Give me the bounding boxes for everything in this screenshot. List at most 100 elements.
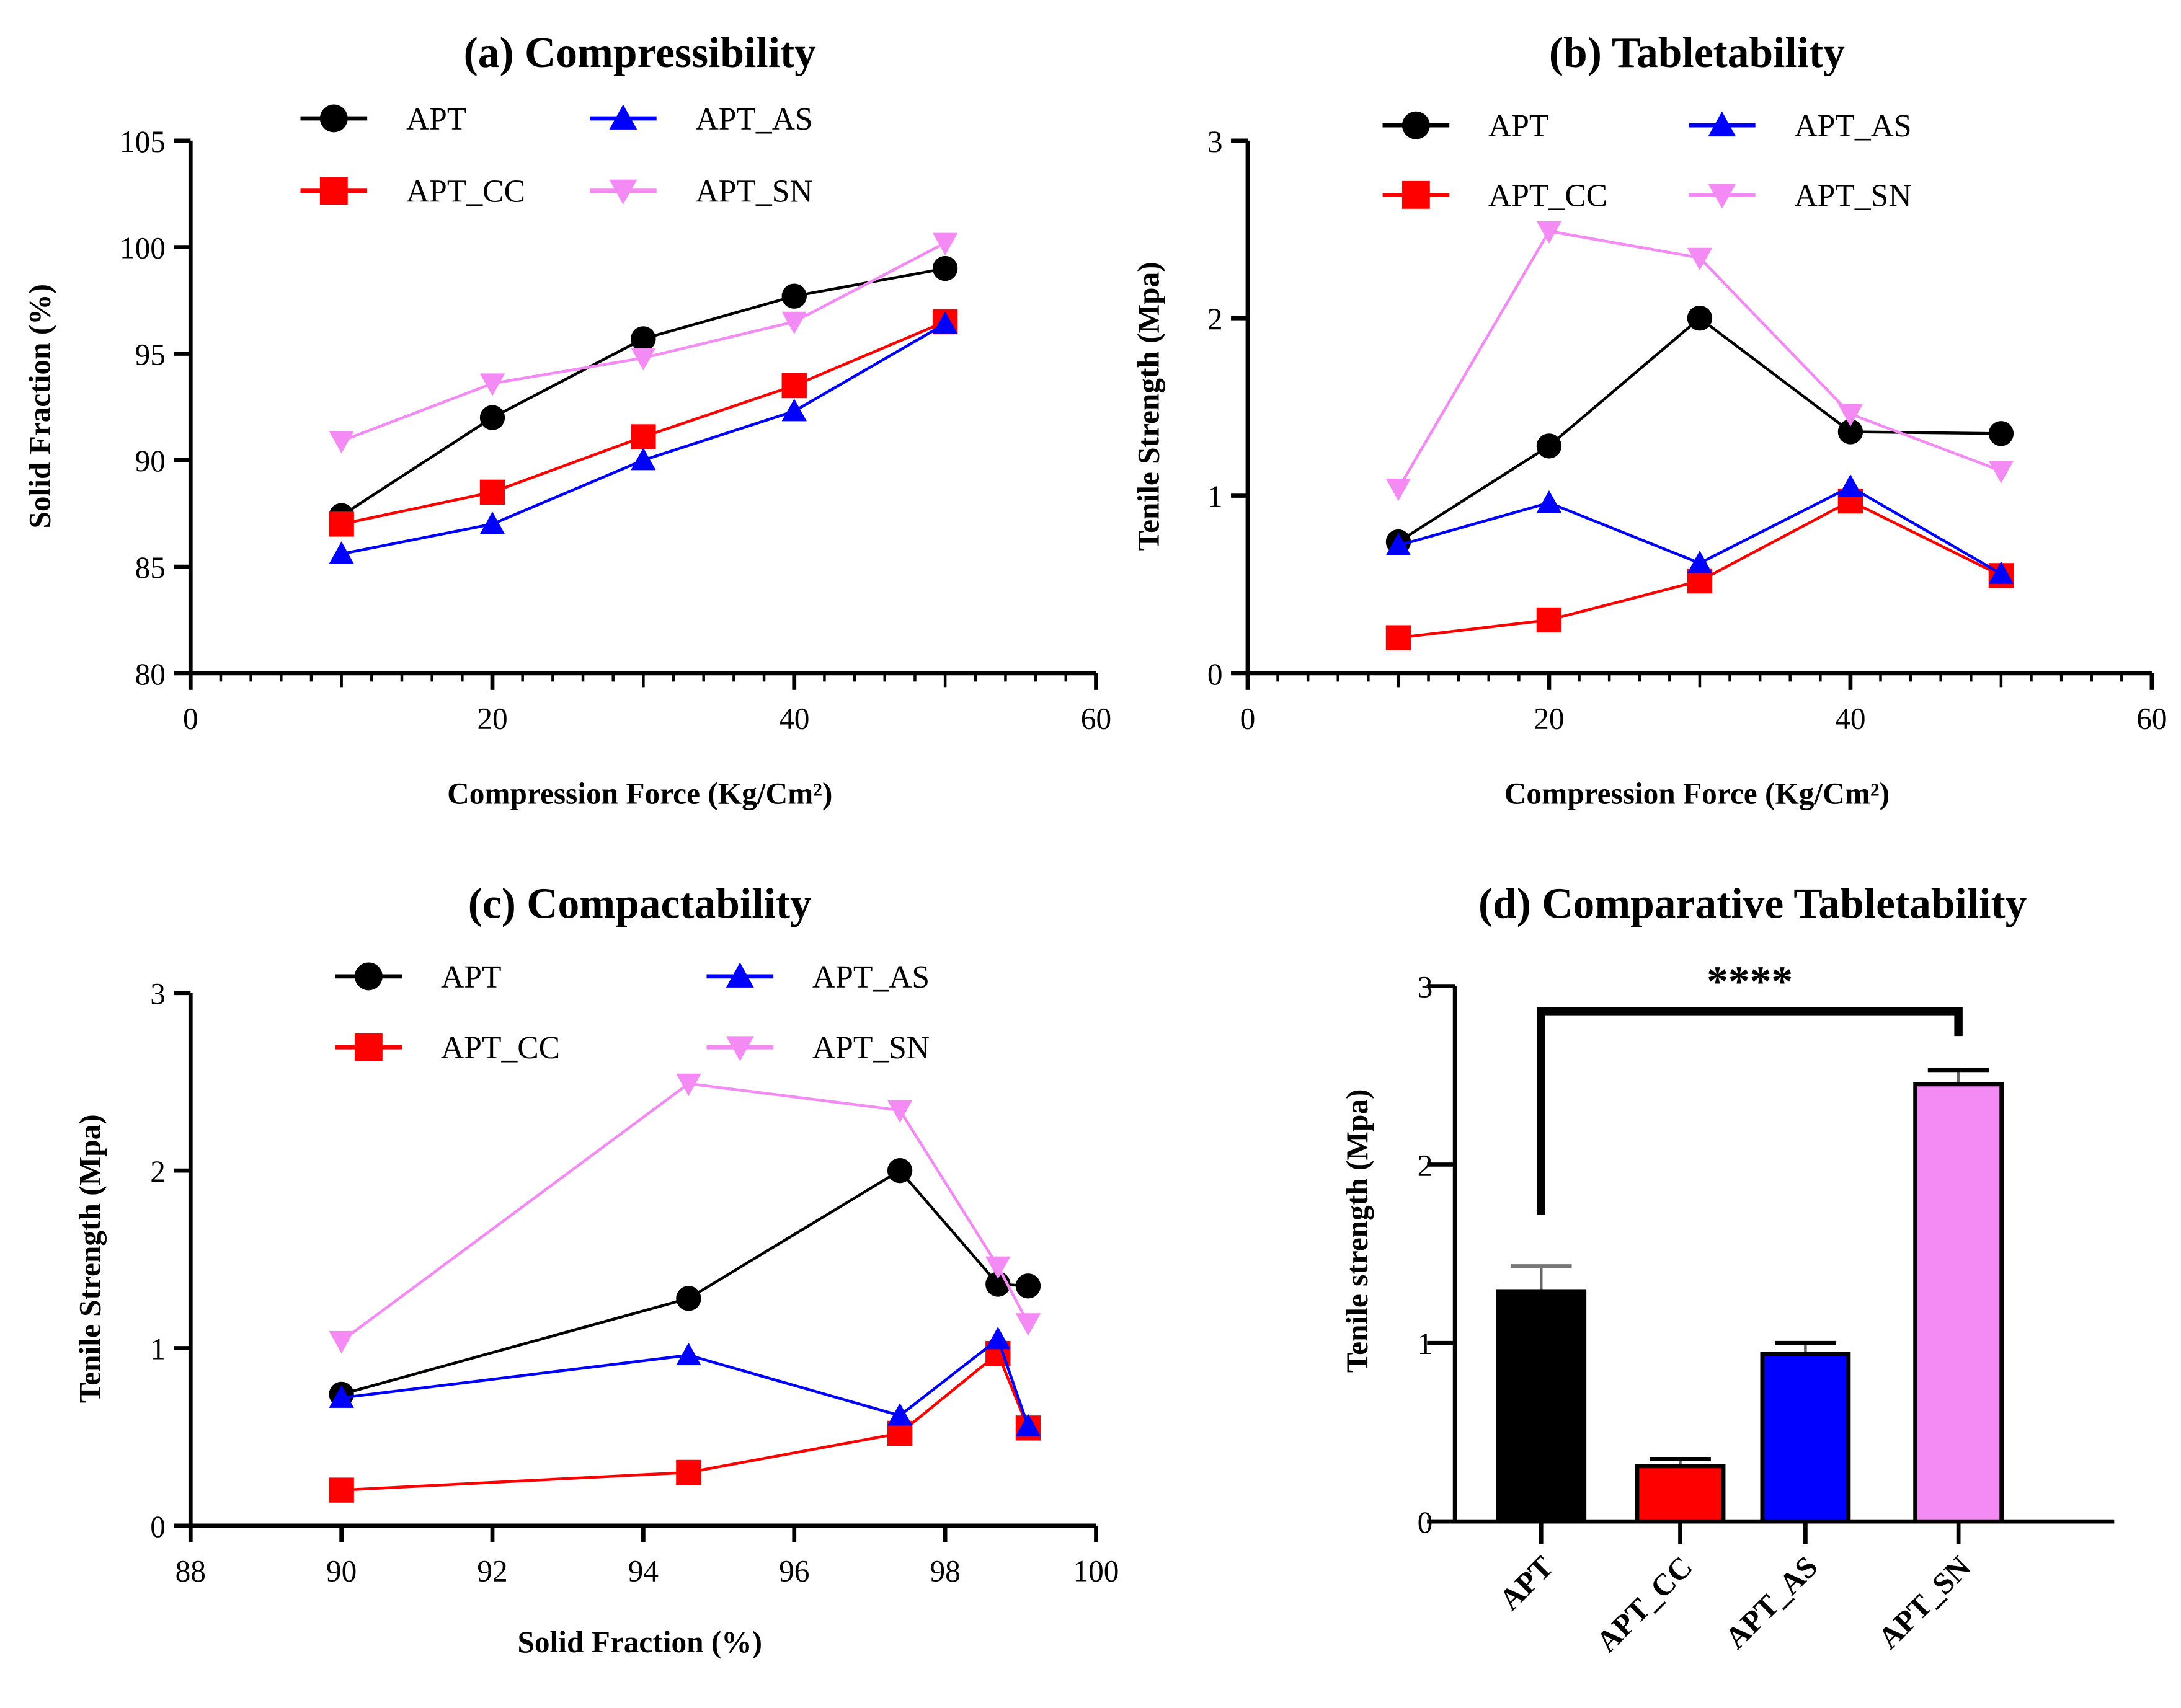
- bar-apt: [1496, 1289, 1587, 1524]
- legend-label: APT_SN: [695, 174, 812, 210]
- panel-tabletability: (b) Tabletability 0 20 40 60 0 1 2 3 Compression …: [1131, 29, 2167, 811]
- y-tick-label: 100: [120, 231, 166, 265]
- legend-label: APT_CC: [406, 174, 525, 210]
- data-point: [932, 232, 958, 255]
- data-point: [887, 1100, 913, 1123]
- y-tick-label: 2: [1207, 302, 1223, 336]
- x-tick-label: 0: [183, 702, 198, 736]
- y-axis-label: Solid Fraction (%): [23, 284, 57, 529]
- y-axis-label: Tenile Strength (Mpa): [1131, 262, 1165, 551]
- y-tick-label: 3: [1418, 970, 1433, 1004]
- legend-marker: [319, 104, 348, 133]
- data-point: [631, 348, 656, 371]
- data-point: [1385, 625, 1411, 650]
- data-point: [329, 541, 354, 564]
- y-axis-label: Tenile Strength (Mpa): [73, 1114, 107, 1403]
- series-apt-as: [1385, 474, 2014, 584]
- panel-compactability: (c) Compactability 88 90 92 94 96 98 100 0 1 2 3 Sol…: [73, 880, 1119, 1659]
- x-tick-label: 100: [1073, 1554, 1119, 1588]
- x-tick-label: 94: [628, 1554, 659, 1588]
- legend-marker: [609, 104, 637, 130]
- x-tick-label: 40: [779, 702, 809, 736]
- panel-compressibility: (a) Compressibility 0 20 40 60 80 85 90 95 100 105…: [23, 29, 1111, 811]
- legend-marker: [609, 179, 637, 205]
- data-point: [985, 1256, 1011, 1279]
- chart-title: (c) Compactability: [468, 880, 812, 928]
- data-point: [1536, 433, 1562, 459]
- data-point: [781, 283, 807, 309]
- data-point: [329, 1477, 354, 1503]
- series-apt: [329, 255, 958, 528]
- x-tick-label: APT: [1493, 1549, 1560, 1617]
- legend-label: APT_AS: [1794, 108, 1911, 144]
- x-tick-label: 90: [326, 1554, 357, 1588]
- x-tick-label: 40: [1835, 702, 1865, 736]
- legend-label: APT: [406, 102, 466, 137]
- x-axis-label: Solid Fraction (%): [517, 1625, 762, 1659]
- y-tick-label: 85: [135, 551, 166, 585]
- bar-apt-cc: [1635, 1464, 1726, 1524]
- x-tick-label: APT_AS: [1718, 1549, 1824, 1655]
- series-apt-as: [329, 311, 958, 564]
- data-point: [631, 424, 656, 449]
- series-line: [340, 267, 946, 517]
- data-point: [1837, 404, 1863, 427]
- y-tick-label: 2: [1418, 1148, 1433, 1182]
- y-tick-label: 105: [120, 125, 166, 159]
- data-point: [932, 255, 958, 281]
- legend-item: APT_CC: [1382, 178, 1607, 213]
- x-tick-label: 60: [2136, 702, 2167, 736]
- y-tick-label: 3: [1207, 125, 1223, 159]
- y-tick-label: 0: [1418, 1505, 1433, 1539]
- y-tick-label: 2: [150, 1154, 166, 1188]
- series-apt-sn: [1385, 221, 2014, 502]
- x-tick-label: 92: [477, 1554, 507, 1588]
- legend-marker: [1708, 111, 1736, 137]
- legend-marker: [726, 1036, 754, 1061]
- data-point: [1536, 607, 1562, 633]
- legend-item: APT_AS: [706, 960, 930, 995]
- legend-item: APT_SN: [1688, 178, 1912, 213]
- x-axis-label: Compression Force (Kg/Cm²): [447, 777, 832, 811]
- legend-marker: [1401, 180, 1430, 209]
- x-tick-label: 20: [477, 702, 507, 736]
- data-point: [479, 479, 505, 505]
- legend-marker: [726, 962, 754, 988]
- data-point: [479, 373, 505, 396]
- data-point: [1687, 306, 1713, 331]
- data-point: [329, 511, 354, 537]
- legend-marker: [354, 1033, 383, 1061]
- y-tick-label: 1: [150, 1332, 166, 1366]
- legend-label: APT: [1488, 108, 1548, 144]
- legend-label: APT_CC: [1488, 178, 1607, 213]
- x-tick-label: 88: [175, 1554, 206, 1588]
- panel-comparative-tabletability: (d) Comparative Tabletability 0 1 2 3 Tenile …: [1340, 880, 2115, 1659]
- x-tick-label: 0: [1240, 702, 1256, 736]
- legend-item: APT: [335, 960, 501, 995]
- chart-title: (b) Tabletability: [1549, 29, 1845, 77]
- bar-apt-sn: [1913, 1082, 2004, 1524]
- chart-title: (a) Compressibility: [464, 29, 817, 77]
- series-apt-as: [329, 1327, 1041, 1436]
- significance-bracket: [1537, 1007, 1963, 1215]
- y-tick-label: 95: [135, 337, 166, 371]
- data-point: [1385, 478, 1411, 502]
- legend-label: APT_CC: [441, 1030, 560, 1066]
- legend-label: APT_SN: [1794, 178, 1911, 213]
- data-point: [781, 399, 807, 422]
- bar-apt-as: [1760, 1352, 1851, 1524]
- series-apt: [329, 1157, 1041, 1407]
- data-point: [1988, 421, 2014, 446]
- data-point: [1015, 1414, 1041, 1436]
- data-point: [1015, 1313, 1041, 1336]
- x-tick-label: APT_CC: [1589, 1549, 1699, 1658]
- legend-item: APT_AS: [590, 102, 813, 137]
- legend-item: APT_SN: [706, 1030, 930, 1066]
- y-tick-label: 1: [1207, 480, 1223, 514]
- y-tick-label: 3: [150, 977, 166, 1011]
- series-apt: [1385, 306, 2014, 555]
- data-point: [329, 1330, 354, 1354]
- data-point: [1536, 221, 1562, 244]
- data-point: [676, 1073, 701, 1097]
